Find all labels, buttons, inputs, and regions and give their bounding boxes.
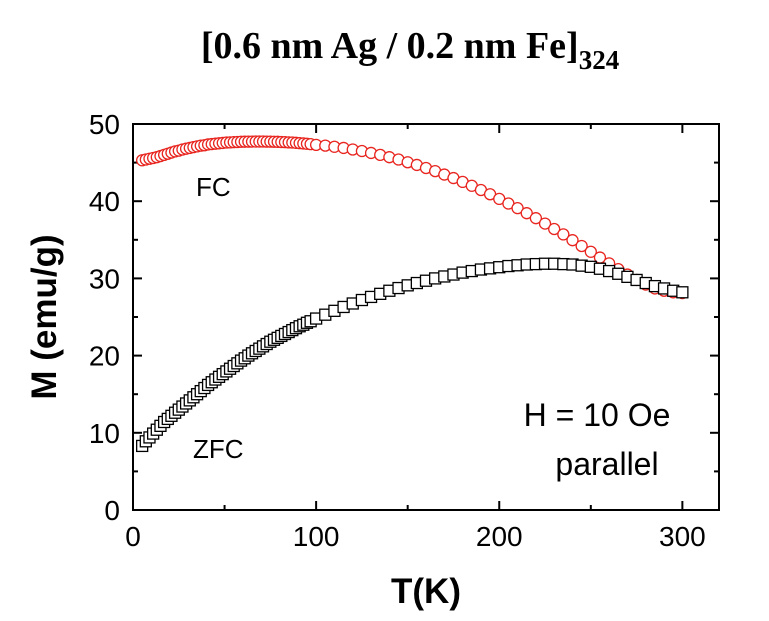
fc-point [529, 212, 543, 225]
fc-point [584, 245, 597, 258]
chart-title-subscript: 324 [579, 45, 620, 75]
fc-label: FC [196, 172, 231, 202]
x-tick-label: 300 [659, 521, 706, 552]
fc-point [575, 239, 588, 253]
orientation-annotation: parallel [555, 446, 658, 482]
fc-point [538, 217, 552, 230]
x-axis-label: T(K) [391, 572, 461, 611]
y-tick-label: 40 [89, 186, 120, 217]
fc-point [548, 222, 561, 236]
y-tick-label: 10 [89, 418, 120, 449]
zfc-point [676, 286, 689, 299]
field-annotation: H = 10 Oe [524, 397, 671, 433]
tick-labels: 0 100 200 300 0 10 20 30 40 50 [89, 109, 706, 552]
x-tick-label: 100 [293, 521, 340, 552]
y-axis-label: M (emu/g) [25, 234, 64, 399]
fc-point [557, 228, 570, 241]
zfc-label: ZFC [193, 434, 244, 464]
axis-ticks [132, 123, 719, 511]
chart-title: [0.6 nm Ag / 0.2 nm Fe]324 [201, 25, 619, 75]
fc-point [520, 207, 533, 220]
chart-title-main: [0.6 nm Ag / 0.2 nm Fe] [201, 25, 579, 67]
y-tick-label: 0 [104, 495, 120, 526]
y-tick-label: 50 [89, 109, 120, 140]
x-tick-label: 200 [476, 521, 523, 552]
chart-marks [136, 135, 689, 453]
x-tick-label: 0 [125, 521, 141, 552]
fc-point [566, 234, 579, 247]
fc-point [511, 201, 524, 215]
y-tick-label: 30 [89, 263, 120, 294]
y-tick-label: 20 [89, 341, 120, 372]
